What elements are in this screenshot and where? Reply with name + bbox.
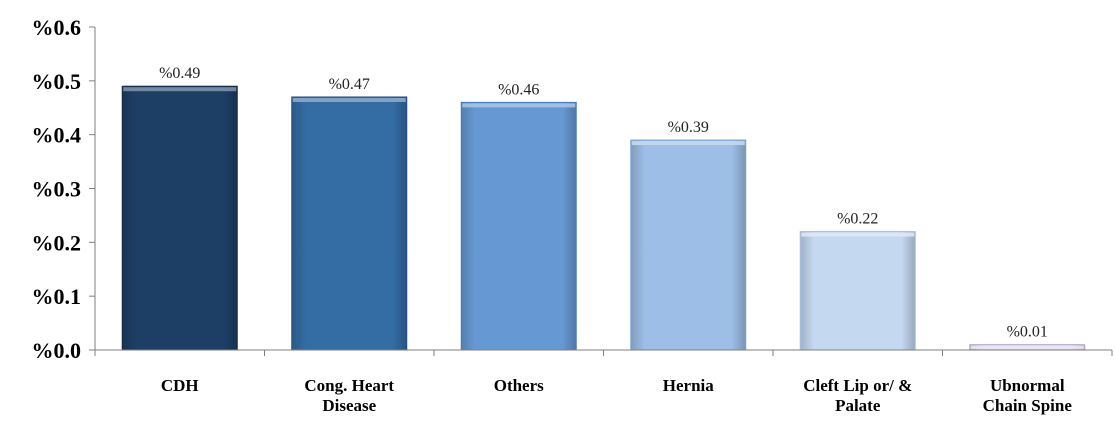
bar-highlight-4 [801,232,915,237]
bar-3 [630,139,747,351]
x-tick-label-1: Cong. Heart Disease [304,376,394,415]
x-tick-label-4: Cleft Lip or/ & Palate [803,376,912,415]
x-tick-label-0: CDH [161,376,199,395]
x-tick-label-5: Ubnormal Chain Spine [983,376,1073,415]
data-label-5: %0.01 [1007,324,1048,341]
y-tick-label-0: %0.0 [32,338,82,363]
bar-highlight-2 [462,103,576,108]
bar-highlight-3 [631,141,745,146]
bar-2 [460,101,577,351]
bars-layer [121,85,1086,351]
bar-highlight-1 [292,97,406,102]
x-tick-label-3: Hernia [663,376,714,395]
y-tick-label-2: %0.2 [32,230,82,255]
y-tick-label-1: %0.1 [32,284,82,309]
x-tick-label-2: Others [494,376,544,395]
data-label-3: %0.39 [668,119,709,136]
data-label-1: %0.47 [329,76,370,93]
bar-0 [121,85,238,351]
bar-1 [291,96,408,351]
y-tick-label-3: %0.3 [32,177,82,202]
y-tick-label-5: %0.5 [32,69,82,94]
y-tick-label-6: %0.6 [32,15,82,40]
bar-4 [799,231,916,351]
data-label-2: %0.46 [498,81,539,98]
bar-highlight-0 [123,87,237,92]
data-label-4: %0.22 [837,211,878,228]
y-tick-label-4: %0.4 [32,123,82,148]
axes-layer [89,26,1113,356]
labels-layer: %0.49 CDH %0.47 Cong. Heart Disease %0.46 Othe… [32,15,1073,415]
data-label-0: %0.49 [159,65,200,82]
bar-highlight-5 [970,345,1084,349]
